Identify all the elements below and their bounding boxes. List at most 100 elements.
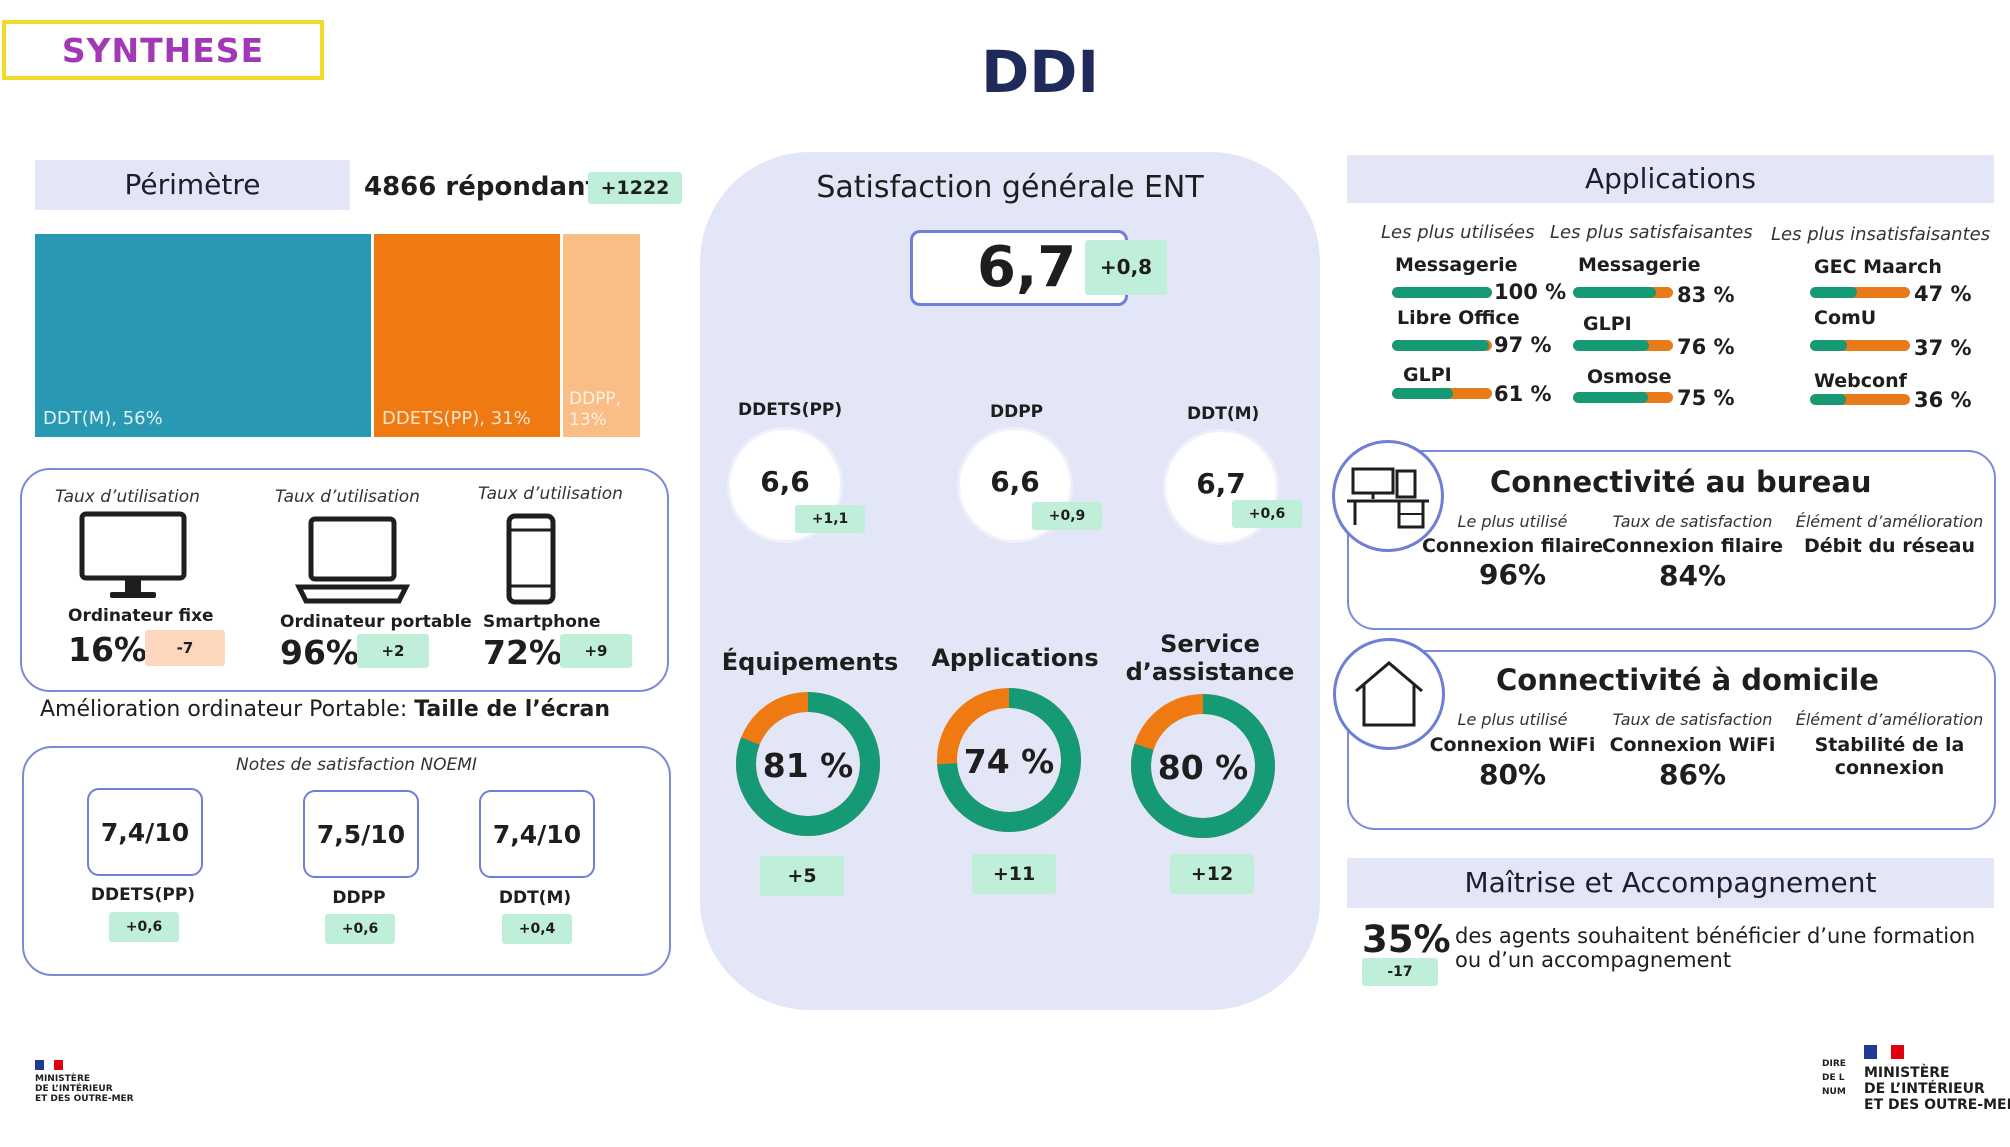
app-pct: 83 %	[1677, 283, 1735, 307]
flag-icon	[1864, 1045, 1904, 1059]
app-pct: 37 %	[1914, 336, 1972, 360]
device-name-desktop: Ordinateur fixe	[68, 606, 214, 626]
app-name: Webconf	[1814, 370, 1907, 392]
prefix-line: DE L	[1822, 1073, 1845, 1083]
usage-caption-1: Taux d’utilisation	[55, 487, 200, 507]
donut-assistance	[1131, 694, 1275, 838]
donut-equipements	[736, 692, 880, 836]
segment-ddtm-label: DDT(M), 56%	[43, 408, 163, 429]
office-value: 84%	[1658, 559, 1727, 592]
office-text: Débit du réseau	[1803, 535, 1975, 557]
app-bar	[1573, 392, 1673, 403]
donut-arc-equipements	[736, 692, 880, 836]
office-panel	[1347, 450, 1996, 630]
donut-delta-applications: +11	[972, 854, 1056, 894]
home-caption: Le plus utilisé	[1457, 710, 1568, 729]
office-caption: Taux de satisfaction	[1612, 512, 1773, 531]
app-bar	[1573, 287, 1673, 298]
logo-line: DE L’INTÉRIEUR	[1864, 1081, 1985, 1097]
app-name: Osmose	[1587, 366, 1672, 388]
app-name: GLPI	[1403, 364, 1452, 386]
prefix-line: NUM	[1822, 1087, 1846, 1097]
home-title: Connectivité à domicile	[1496, 663, 1879, 697]
donut-delta-assistance: +12	[1170, 854, 1254, 894]
donut-label-assistance-2: d’assistance	[1125, 658, 1295, 686]
noemi-title: Notes de satisfaction NOEMI	[236, 755, 477, 775]
noemi-entity-ddets: DDETS(PP)	[90, 885, 196, 905]
apps-col-title-unsatisfying: Les plus insatisfaisantes	[1771, 224, 1991, 245]
applications-header: Applications	[1347, 155, 1994, 203]
home-text: Connexion WiFi	[1429, 734, 1596, 756]
office-icon-circle	[1332, 440, 1444, 552]
synthese-label: SYNTHESE	[61, 30, 265, 70]
app-pct: 97 %	[1494, 333, 1552, 357]
app-name: GEC Maarch	[1814, 256, 1942, 278]
office-text: Connexion filaire	[1601, 535, 1784, 557]
app-name: GLPI	[1583, 313, 1632, 335]
ministry-logo-left: MINISTÈRE DE L’INTÉRIEUR ET DES OUTRE-ME…	[35, 1060, 134, 1104]
entity-name-ddtm: DDT(M)	[1187, 404, 1260, 424]
prefix-line: DIRE	[1822, 1059, 1846, 1069]
donut-value-assistance: 80 %	[1157, 748, 1249, 787]
device-delta-smartphone: +9	[560, 634, 632, 668]
app-bar	[1392, 287, 1492, 298]
entity-score-ddtm: 6,7	[1196, 467, 1246, 500]
app-name: ComU	[1814, 307, 1877, 329]
entity-score-ddpp: 6,6	[990, 465, 1040, 498]
app-bar-fill	[1392, 340, 1489, 351]
app-bar-fill	[1810, 287, 1857, 298]
global-score: 6,7	[977, 235, 1077, 300]
home-value: 80%	[1478, 758, 1547, 791]
device-value-laptop: 96%	[280, 633, 359, 672]
app-bar-fill	[1392, 287, 1492, 298]
synthese-tag: SYNTHESE	[2, 20, 324, 80]
flag-icon	[35, 1060, 63, 1070]
noemi-score-ddets: 7,4/10	[87, 788, 203, 876]
segment-ddets-label: DDETS(PP), 31%	[382, 408, 531, 429]
office-value: 96%	[1478, 558, 1547, 591]
desk-icon	[1347, 467, 1429, 529]
app-bar	[1810, 394, 1910, 405]
apps-col-title-satisfying: Les plus satisfaisantes	[1550, 222, 1753, 243]
app-bar-fill	[1573, 340, 1649, 351]
device-value-smartphone: 72%	[483, 633, 562, 672]
app-name: Messagerie	[1395, 254, 1518, 276]
donut-label-assistance-1: Service	[1160, 630, 1260, 658]
laptop-icon	[295, 516, 410, 604]
app-pct: 100 %	[1494, 280, 1567, 304]
desktop-icon	[79, 511, 187, 598]
entity-delta-ddpp: +0,9	[1032, 502, 1102, 530]
improvement-prefix: Amélioration ordinateur Portable:	[40, 697, 415, 722]
noemi-delta-ddpp: +0,6	[325, 914, 395, 944]
donut-value-equipements: 81 %	[762, 746, 854, 785]
app-bar-fill	[1392, 388, 1453, 399]
page-title: DDI	[981, 38, 1099, 106]
donut-label-equipements: Équipements	[721, 648, 899, 676]
app-bar	[1392, 388, 1492, 399]
donut-value-applications: 74 %	[963, 742, 1055, 781]
office-title: Connectivité au bureau	[1490, 465, 1872, 499]
noemi-entity-ddtm: DDT(M)	[498, 888, 572, 908]
improvement-value: Taille de l’écran	[414, 697, 611, 722]
noemi-score-ddtm: 7,4/10	[479, 790, 595, 878]
app-pct: 61 %	[1494, 382, 1552, 406]
maitrise-delta: -17	[1362, 958, 1438, 986]
entity-delta-ddets: +1,1	[795, 505, 865, 533]
segment-ddtm: DDT(M), 56%	[35, 234, 371, 437]
satisfaction-title: Satisfaction générale ENT	[816, 170, 1204, 205]
app-name: Messagerie	[1578, 254, 1701, 276]
entity-score-ddets: 6,6	[760, 465, 810, 498]
respondents-count: 4866 répondants	[364, 172, 614, 202]
maitrise-title: Maîtrise et Accompagnement	[1464, 866, 1877, 899]
applications-title: Applications	[1584, 162, 1757, 195]
apps-col-title-used: Les plus utilisées	[1381, 222, 1535, 243]
noemi-delta-ddtm: +0,4	[502, 914, 572, 944]
home-text: Stabilité de la	[1814, 734, 1965, 756]
logo-line: DE L’INTÉRIEUR	[35, 1084, 113, 1094]
perimetre-title: Périmètre	[124, 168, 261, 201]
device-name-laptop: Ordinateur portable	[280, 612, 472, 632]
logo-line: ET DES OUTRE-MER	[35, 1094, 134, 1104]
maitrise-value: 35%	[1362, 918, 1451, 961]
home-caption: Élément d’amélioration	[1795, 710, 1984, 729]
segment-ddpp-label: DDPP, 13%	[569, 389, 622, 430]
